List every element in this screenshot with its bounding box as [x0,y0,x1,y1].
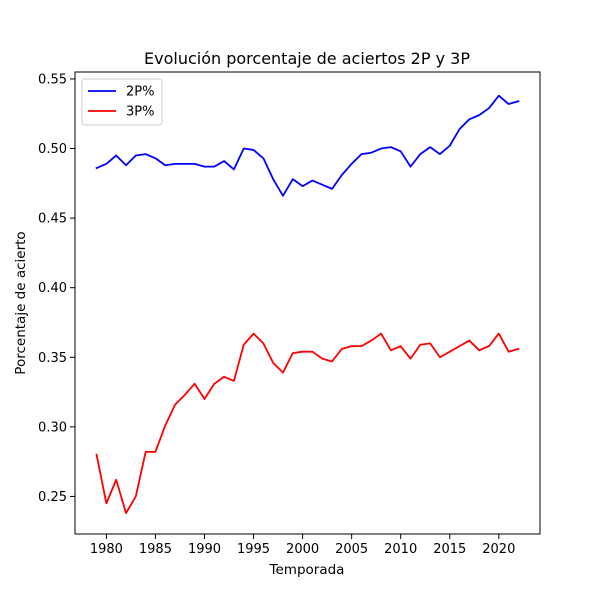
legend-label-3p: 3P% [126,105,154,120]
x-tick-label: 2005 [335,542,368,557]
y-axis-label: Porcentaje de acierto [13,231,29,374]
x-tick-label: 2010 [384,542,417,557]
y-tick-label: 0.40 [38,281,67,296]
x-tick-label: 1995 [237,542,270,557]
x-tick-label: 2020 [482,542,515,557]
y-tick-label: 0.55 [38,72,67,87]
chart-title: Evolución porcentaje de aciertos 2P y 3P [144,49,470,68]
plot-area [95,94,520,515]
x-tick-label: 1980 [90,542,123,557]
series-line-3p [95,332,520,515]
legend-label-2p: 2P% [126,85,154,100]
plot-frame [74,71,541,535]
x-tick-label: 2015 [433,542,466,557]
x-tick-label: 1990 [188,542,221,557]
x-tick-label: 2000 [286,542,319,557]
series-line-2p [95,94,520,197]
y-tick-label: 0.30 [38,420,67,435]
y-tick-label: 0.45 [38,212,67,227]
y-tick-label: 0.25 [38,490,67,505]
x-tick-label: 1985 [139,542,172,557]
y-axis: 0.25 0.30 0.35 0.40 0.45 0.50 0.55 [38,72,75,505]
y-tick-label: 0.50 [38,142,67,157]
x-axis-label: Temporada [269,562,345,578]
legend: 2P%3P% [81,78,163,126]
y-tick-label: 0.35 [38,351,67,366]
x-axis: 1980 1985 1990 1995 2000 2005 2010 2015 2020 [90,534,515,557]
